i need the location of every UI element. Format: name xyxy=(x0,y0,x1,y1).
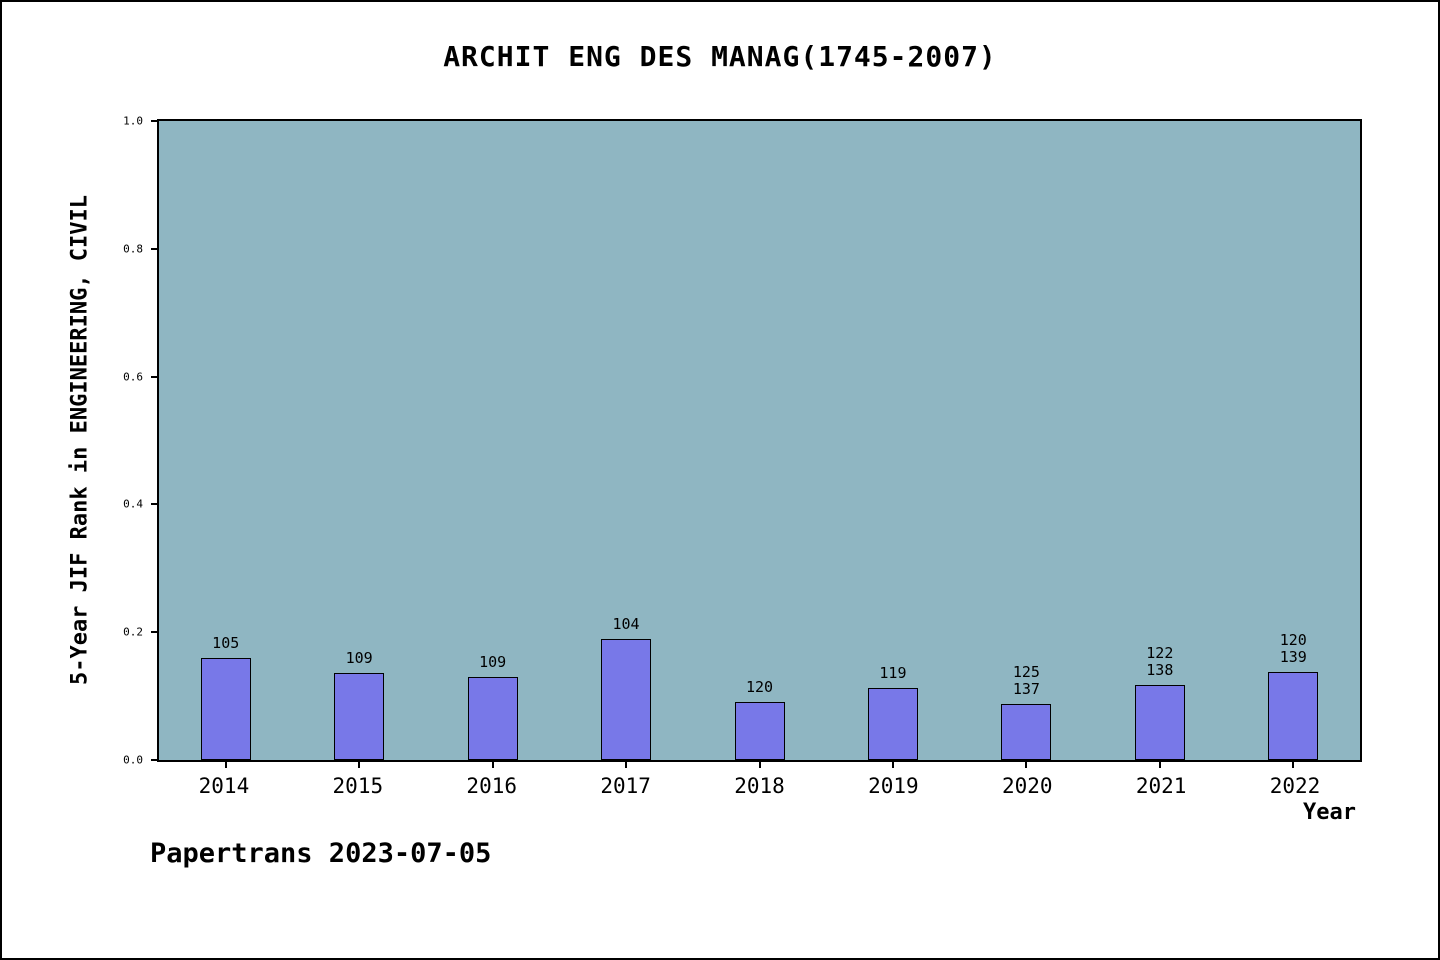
x-tick-mark xyxy=(224,760,227,768)
x-axis-tick-labels: 2014 2015 2016 2017 2018 2019 2020 2021 2022 xyxy=(157,762,1362,802)
y-tick-label: 0.8 xyxy=(123,242,143,256)
y-tick-label: 0.4 xyxy=(123,497,143,511)
bar-2015 xyxy=(334,673,385,760)
bar-value-label-2017: 104 xyxy=(612,614,640,633)
bar-value-line: 120 xyxy=(1279,630,1307,649)
y-tick-mark xyxy=(151,631,159,634)
bar-value-line: 119 xyxy=(879,663,907,682)
x-tick-label-2016: 2016 xyxy=(466,774,518,798)
bar-2020 xyxy=(1001,703,1052,760)
bar-value-line: 138 xyxy=(1146,660,1174,679)
bar-2019 xyxy=(867,687,918,760)
bar-2018 xyxy=(734,701,785,760)
x-tick-label-2019: 2019 xyxy=(868,774,919,798)
bar-2016 xyxy=(467,676,518,760)
bar-value-line: 139 xyxy=(1279,647,1307,666)
x-tick-label-2020: 2020 xyxy=(1001,774,1053,798)
bar-value-label-2016: 109 xyxy=(479,652,507,671)
x-tick-label-2022: 2022 xyxy=(1269,774,1321,798)
bar-2022 xyxy=(1268,671,1319,760)
y-tick-label: 0.2 xyxy=(123,625,143,639)
bar-value-label-2018: 120 xyxy=(745,677,774,696)
x-tick-mark xyxy=(758,760,761,768)
x-tick-mark xyxy=(491,760,494,768)
x-tick-label-2017: 2017 xyxy=(600,774,651,798)
y-tick-mark xyxy=(151,503,159,506)
bar-value-label-2014: 105 xyxy=(212,633,240,652)
y-tick-label: 1.0 xyxy=(123,114,143,128)
bar-value-label-2019: 119 xyxy=(879,663,907,682)
bar-value-label-2021: 122 138 xyxy=(1146,643,1174,679)
x-tick-mark xyxy=(625,760,628,768)
y-axis-label: 5-Year JIF Rank in ENGINEERING, CIVIL xyxy=(67,194,93,686)
x-tick-mark xyxy=(891,760,894,768)
bar-2014 xyxy=(200,657,251,760)
bar-value-line: 137 xyxy=(1012,679,1040,698)
x-tick-label-2014: 2014 xyxy=(198,774,250,798)
bar-value-label-2022: 120 139 xyxy=(1279,630,1307,666)
bar-value-line: 109 xyxy=(345,649,373,668)
x-tick-label-2018: 2018 xyxy=(734,774,785,798)
x-tick-label-2015: 2015 xyxy=(332,774,384,798)
bar-value-line: 120 xyxy=(745,677,774,696)
x-tick-mark xyxy=(1158,760,1161,768)
bar-value-label-2020: 125 137 xyxy=(1012,662,1040,698)
x-tick-label-2021: 2021 xyxy=(1135,774,1187,798)
bar-value-line: 122 xyxy=(1146,643,1174,662)
bar-value-line: 125 xyxy=(1012,662,1040,681)
y-tick-label: 0.0 xyxy=(123,753,143,767)
bar-2021 xyxy=(1134,684,1185,760)
plot-area: 0.0 0.2 0.4 0.6 0.8 1.0 105 109 109 104 120 119 125 1… xyxy=(123,115,1362,768)
footer-watermark: Papertrans 2023-07-05 xyxy=(150,838,492,869)
y-tick-mark xyxy=(151,759,159,761)
y-tick-mark xyxy=(151,375,159,378)
bar-value-line: 105 xyxy=(212,633,240,652)
x-tick-mark xyxy=(358,760,361,768)
bar-value-line: 104 xyxy=(612,614,640,633)
chart-title: ARCHIT ENG DES MANAG(1745-2007) xyxy=(443,40,997,73)
y-tick-mark xyxy=(151,120,159,122)
x-axis-label: Year xyxy=(1303,800,1356,825)
x-tick-mark xyxy=(1025,760,1028,768)
y-tick-label: 0.6 xyxy=(123,370,143,384)
x-tick-mark xyxy=(1292,760,1295,768)
y-tick-mark xyxy=(151,247,159,250)
bar-2017 xyxy=(601,638,652,760)
bar-value-label-2015: 109 xyxy=(346,650,373,667)
bar-value-line: 109 xyxy=(479,652,507,671)
